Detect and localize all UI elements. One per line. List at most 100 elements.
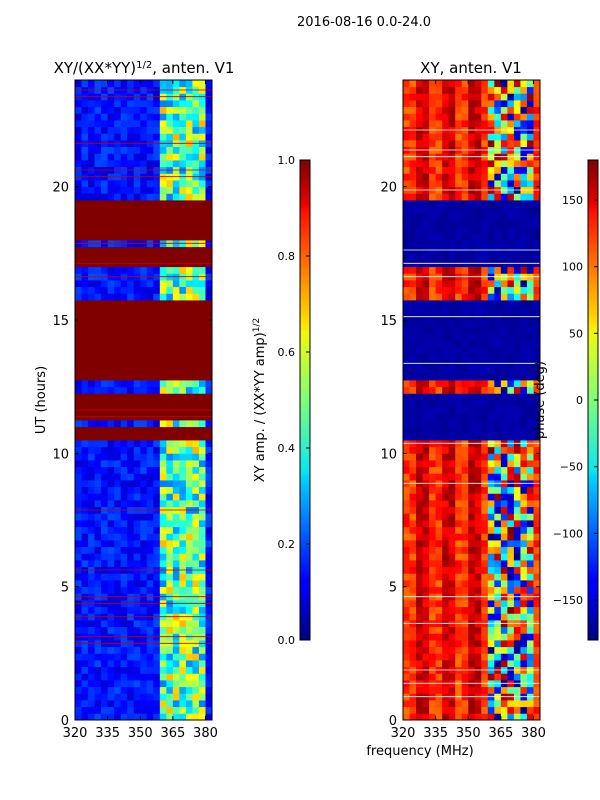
heatmap-cell xyxy=(107,133,115,141)
heatmap-cell xyxy=(468,300,476,308)
heatmap-cell xyxy=(481,240,489,248)
heatmap-cell xyxy=(166,553,174,561)
heatmap-cell xyxy=(192,346,200,354)
heatmap-cell xyxy=(403,426,410,434)
heatmap-cell xyxy=(500,673,508,681)
heatmap-cell xyxy=(133,380,141,388)
heatmap-cell xyxy=(114,580,122,588)
heatmap-cell xyxy=(403,226,410,234)
heatmap-cell xyxy=(172,626,180,634)
heatmap-cell xyxy=(416,420,423,428)
heatmap-cell xyxy=(192,646,200,654)
heatmap-cell xyxy=(461,640,469,648)
heatmap-cell xyxy=(198,160,206,168)
heatmap-cell xyxy=(153,100,161,108)
heatmap-cell xyxy=(140,106,148,114)
heatmap-cell xyxy=(75,160,82,168)
heatmap-cell xyxy=(198,526,206,534)
heatmap-cell xyxy=(140,666,148,674)
heatmap-cell xyxy=(468,226,476,234)
heatmap-cell xyxy=(146,500,154,508)
heatmap-cell xyxy=(114,326,122,334)
heatmap-cell xyxy=(166,186,174,194)
heatmap-cell xyxy=(133,460,141,468)
heatmap-cell xyxy=(192,300,200,308)
heatmap-cell xyxy=(140,473,148,481)
heatmap-cell xyxy=(494,466,502,474)
heatmap-cell xyxy=(442,226,450,234)
heatmap-cell xyxy=(526,526,534,534)
heatmap-cell xyxy=(159,480,167,488)
heatmap-cell xyxy=(140,233,148,241)
heatmap-cell xyxy=(455,373,463,381)
heatmap-cell xyxy=(101,106,109,114)
heatmap-cell xyxy=(435,700,443,708)
heatmap-cell xyxy=(166,160,174,168)
heatmap-cell xyxy=(507,546,515,554)
heatmap-cell xyxy=(185,186,193,194)
heatmap-cell xyxy=(179,353,187,361)
heatmap-cell xyxy=(101,320,109,328)
heatmap-cell xyxy=(422,526,430,534)
heatmap-cell xyxy=(146,606,154,614)
heatmap-cell xyxy=(114,286,122,294)
heatmap-cell xyxy=(429,713,437,720)
heatmap-cell xyxy=(114,193,122,201)
heatmap-cell xyxy=(159,586,167,594)
colorbar-tick-label: −150 xyxy=(553,594,583,607)
heatmap-cell xyxy=(133,306,141,314)
heatmap-cell xyxy=(513,160,521,168)
heatmap-cell xyxy=(94,306,102,314)
heatmap-cell xyxy=(481,500,489,508)
heatmap-cell xyxy=(429,606,437,614)
heatmap-cell xyxy=(205,126,212,134)
heatmap-cell xyxy=(435,420,443,428)
heatmap-cell xyxy=(94,460,102,468)
heatmap-cell xyxy=(88,193,95,201)
heatmap-cell xyxy=(120,420,128,428)
heatmap-cell xyxy=(494,706,502,714)
heatmap-cell xyxy=(146,540,154,548)
heatmap-cell xyxy=(533,106,540,114)
heatmap-cell xyxy=(107,340,115,348)
heatmap-cell xyxy=(159,246,167,254)
heatmap-cell xyxy=(526,380,534,388)
heatmap-cell xyxy=(120,526,128,534)
heatmap-cell xyxy=(468,220,476,228)
heatmap-cell xyxy=(114,80,122,88)
heatmap-cell xyxy=(533,540,540,548)
heatmap-cell xyxy=(422,133,430,141)
heatmap-cell xyxy=(101,500,109,508)
heatmap-cell xyxy=(198,480,206,488)
heatmap-cell xyxy=(146,246,154,254)
heatmap-cell xyxy=(81,366,89,374)
heatmap-cell xyxy=(533,573,540,581)
heatmap-cell xyxy=(140,160,148,168)
heatmap-cell xyxy=(114,133,122,141)
heatmap-cell xyxy=(81,200,89,208)
heatmap-cell xyxy=(133,500,141,508)
heatmap-cell xyxy=(533,366,540,374)
heatmap-cell xyxy=(81,146,89,154)
heatmap-cell xyxy=(133,480,141,488)
heatmap-cell xyxy=(487,240,495,248)
heatmap-cell xyxy=(468,213,476,221)
heatmap-cell xyxy=(487,573,495,581)
heatmap-cell xyxy=(416,333,423,341)
heatmap-cell xyxy=(205,606,212,614)
heatmap-cell xyxy=(500,540,508,548)
heatmap-cell xyxy=(94,380,102,388)
heatmap-cell xyxy=(88,573,95,581)
heatmap-cell xyxy=(455,533,463,541)
heatmap-cell xyxy=(500,226,508,234)
heatmap-cell xyxy=(494,513,502,521)
heatmap-cell xyxy=(409,93,417,101)
heatmap-cell xyxy=(494,200,502,208)
heatmap-cell xyxy=(533,166,540,174)
heatmap-cell xyxy=(468,166,476,174)
heatmap-cell xyxy=(481,566,489,574)
heatmap-cell xyxy=(468,506,476,514)
heatmap-cell xyxy=(429,420,437,428)
heatmap-cell xyxy=(107,366,115,374)
colorbar-tick-label: 50 xyxy=(569,327,583,340)
